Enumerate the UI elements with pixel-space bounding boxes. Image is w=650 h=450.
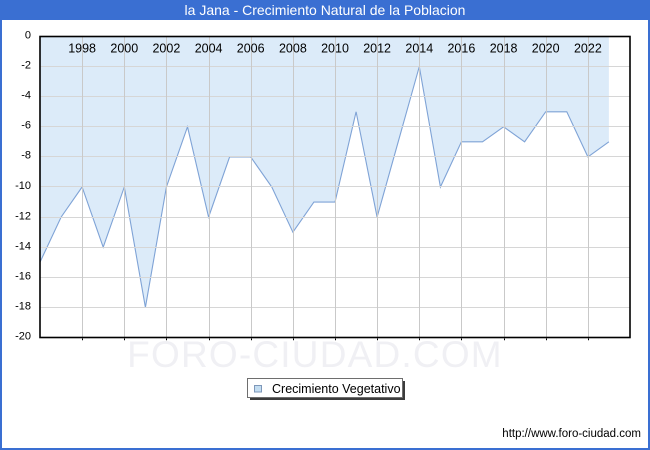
- svg-text:-14: -14: [15, 241, 31, 253]
- svg-text:2010: 2010: [321, 42, 349, 56]
- svg-text:1998: 1998: [68, 42, 96, 56]
- svg-text:-12: -12: [15, 211, 31, 223]
- svg-text:-4: -4: [21, 90, 31, 102]
- svg-text:2018: 2018: [490, 42, 518, 56]
- svg-text:http://www.foro-ciudad.com: http://www.foro-ciudad.com: [502, 428, 641, 440]
- svg-text:2014: 2014: [405, 42, 433, 56]
- svg-text:2006: 2006: [237, 42, 265, 56]
- svg-text:Crecimiento Vegetativo: Crecimiento Vegetativo: [272, 382, 401, 396]
- svg-text:-2: -2: [21, 60, 31, 72]
- svg-text:-16: -16: [15, 271, 31, 283]
- svg-text:2002: 2002: [152, 42, 180, 56]
- svg-text:-8: -8: [21, 150, 31, 162]
- svg-text:2012: 2012: [363, 42, 391, 56]
- svg-text:2020: 2020: [532, 42, 560, 56]
- svg-text:0: 0: [25, 30, 31, 42]
- svg-text:-6: -6: [21, 120, 31, 132]
- svg-text:2016: 2016: [447, 42, 475, 56]
- svg-text:-18: -18: [15, 301, 31, 313]
- svg-text:2000: 2000: [110, 42, 138, 56]
- svg-text:2008: 2008: [279, 42, 307, 56]
- svg-text:2004: 2004: [195, 42, 223, 56]
- svg-text:2022: 2022: [574, 42, 602, 56]
- svg-text:FORO-CIUDAD.COM: FORO-CIUDAD.COM: [127, 334, 503, 375]
- svg-text:-10: -10: [15, 180, 31, 192]
- svg-text:-20: -20: [15, 331, 31, 343]
